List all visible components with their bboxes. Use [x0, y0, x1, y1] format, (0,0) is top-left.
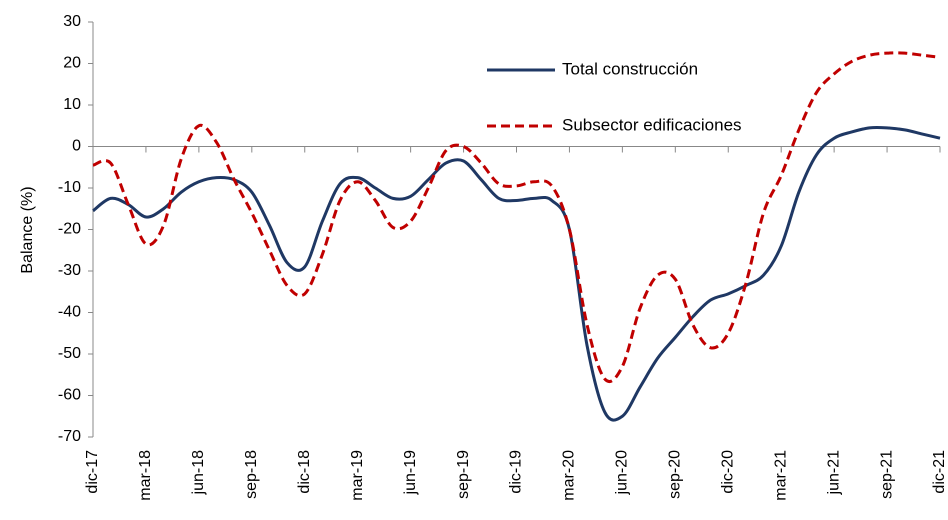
x-tick-label: mar-18	[137, 450, 154, 501]
y-tick-label: -20	[58, 221, 81, 238]
y-axis-label: Balance (%)	[19, 186, 36, 273]
y-tick-label: 20	[63, 55, 81, 72]
x-tick-label: sep-19	[455, 450, 472, 499]
series-line	[92, 125, 941, 422]
y-tick-label: -70	[58, 428, 81, 445]
series-line	[92, 51, 941, 383]
y-tick-label: -40	[58, 304, 81, 321]
x-tick-label: dic-21	[931, 450, 948, 494]
x-tick-label: mar-19	[349, 450, 366, 501]
x-tick-label: jun-21	[825, 450, 842, 496]
x-tick-label: mar-21	[772, 450, 789, 501]
y-tick-label: 30	[63, 13, 81, 30]
x-tick-label: dic-19	[508, 450, 525, 494]
x-tick-label: dic-20	[719, 450, 736, 494]
y-tick-label: -10	[58, 179, 81, 196]
y-tick-label: -50	[58, 345, 81, 362]
y-tick-label: 0	[72, 138, 81, 155]
x-tick-label: sep-18	[243, 450, 260, 499]
x-tick-label: sep-21	[878, 450, 895, 499]
y-tick-label: -30	[58, 262, 81, 279]
x-tick-label: jun-20	[614, 450, 631, 496]
legend-label: Total construcción	[562, 59, 698, 78]
x-tick-label: jun-18	[190, 450, 207, 496]
x-tick-label: dic-17	[84, 450, 101, 494]
x-tick-label: sep-20	[667, 450, 684, 499]
x-tick-label: dic-18	[296, 450, 313, 494]
legend-label: Subsector edificaciones	[562, 115, 742, 134]
y-tick-label: -60	[58, 387, 81, 404]
x-tick-label: mar-20	[561, 450, 578, 501]
y-tick-label: 10	[63, 96, 81, 113]
x-tick-label: jun-19	[402, 450, 419, 496]
